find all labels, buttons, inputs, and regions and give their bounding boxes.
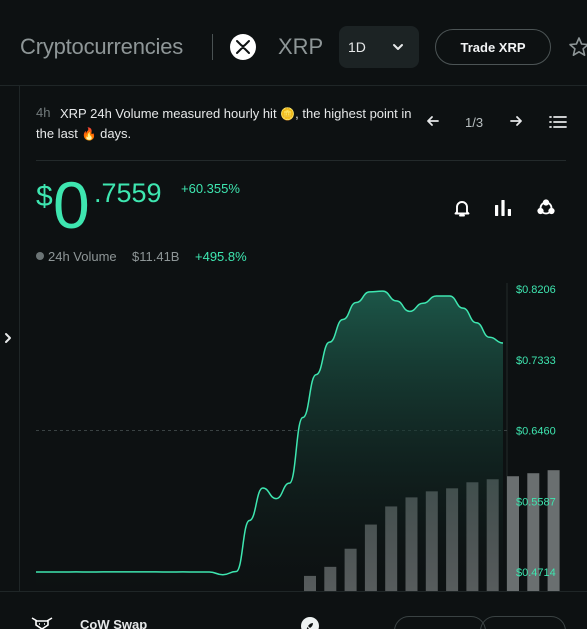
price-integer: 0 <box>53 168 90 242</box>
breadcrumb-coin: XRP <box>278 34 324 59</box>
star-icon[interactable] <box>568 36 587 58</box>
volume-label: 24h Volume <box>48 249 117 264</box>
insight-age: 4h <box>36 105 51 120</box>
breadcrumb-separator <box>212 34 213 60</box>
y-tick-label: $0.8206 <box>516 284 556 296</box>
dex-name[interactable]: CoW Swap <box>80 617 148 629</box>
breadcrumb-cryptocurrencies[interactable]: Cryptocurrencies <box>20 34 184 59</box>
list-icon[interactable] <box>549 114 567 130</box>
price-change: +60.355% <box>181 181 240 196</box>
header: Cryptocurrencies XRP 1D Trade XRP <box>0 0 587 86</box>
bell-icon[interactable] <box>452 198 472 218</box>
y-tick-label: $0.5587 <box>516 496 556 508</box>
rocket-icon <box>301 617 319 629</box>
price-currency: $ <box>36 180 53 213</box>
dex-bar <box>0 591 587 629</box>
volume-change: +495.8% <box>195 249 247 264</box>
coin-emoji: 🪙 <box>280 107 296 121</box>
bar-chart-icon[interactable] <box>493 198 513 218</box>
arrow-right-icon[interactable] <box>508 113 524 129</box>
timeframe-select[interactable]: 1D <box>339 26 419 68</box>
volume-value: $11.41B <box>132 249 180 264</box>
share-icon[interactable] <box>536 198 556 218</box>
price-decimals: .7559 <box>94 178 162 208</box>
fire-emoji: 🔥 <box>81 127 97 141</box>
insight-text-part: XRP 24h Volume measured hourly hit <box>60 106 281 121</box>
cow-swap-logo-icon <box>31 617 53 629</box>
left-rail <box>0 86 20 591</box>
volume-bar <box>507 476 519 591</box>
insight-text: XRP 24h Volume measured hourly hit 🪙, th… <box>36 104 416 144</box>
y-tick-label: $0.7333 <box>516 355 556 367</box>
volume-bar <box>547 470 560 591</box>
xrp-logo-icon <box>230 34 256 60</box>
trade-xrp-button[interactable]: Trade XRP <box>435 29 551 65</box>
volume-bar <box>527 473 540 591</box>
dex-action-button[interactable] <box>394 616 486 629</box>
volume-dot <box>36 252 44 260</box>
timeframe-value: 1D <box>348 39 366 55</box>
price-line <box>35 290 504 576</box>
price-area <box>36 291 503 591</box>
y-tick-label: $0.6460 <box>516 426 556 438</box>
dex-action-button[interactable] <box>480 616 566 629</box>
chevron-right-icon[interactable] <box>2 331 14 345</box>
y-tick-label: $0.4714 <box>516 567 556 579</box>
insight-text-part: , the highest point in the last <box>36 106 412 141</box>
divider <box>36 160 566 161</box>
arrow-left-icon[interactable] <box>425 113 441 129</box>
insight-text-part: days. <box>96 126 132 141</box>
insight-page-indicator: 1/3 <box>465 115 484 130</box>
chevron-down-icon <box>393 44 403 50</box>
